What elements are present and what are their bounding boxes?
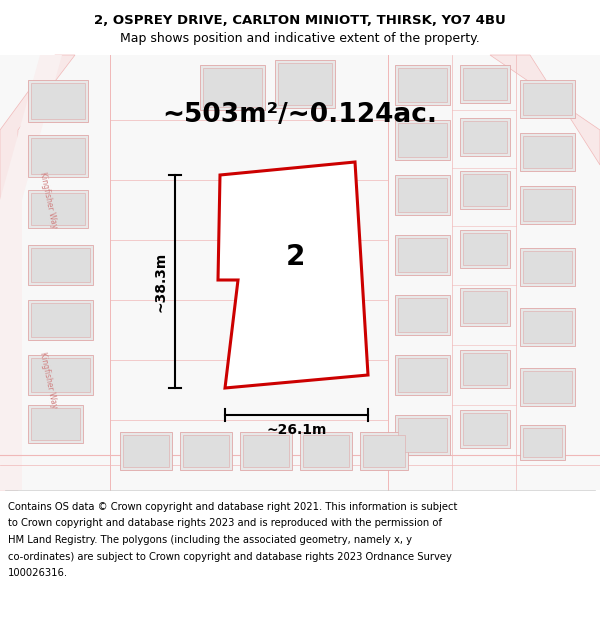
Bar xyxy=(460,230,510,268)
Bar xyxy=(520,248,575,286)
Bar xyxy=(460,288,510,326)
Bar xyxy=(395,235,450,275)
Bar xyxy=(520,308,575,346)
Bar xyxy=(460,118,510,156)
Bar xyxy=(28,80,88,122)
Bar xyxy=(523,136,572,168)
Bar xyxy=(31,83,85,119)
Bar xyxy=(395,295,450,335)
Bar xyxy=(28,405,83,443)
Bar xyxy=(0,55,600,490)
Bar xyxy=(398,238,447,272)
Bar xyxy=(398,68,447,102)
Text: 2, OSPREY DRIVE, CARLTON MINIOTT, THIRSK, YO7 4BU: 2, OSPREY DRIVE, CARLTON MINIOTT, THIRSK… xyxy=(94,14,506,27)
Bar xyxy=(520,133,575,171)
Bar xyxy=(120,432,172,470)
Text: co-ordinates) are subject to Crown copyright and database rights 2023 Ordnance S: co-ordinates) are subject to Crown copyr… xyxy=(8,551,452,561)
Bar xyxy=(395,120,450,160)
Bar xyxy=(243,435,289,467)
Bar xyxy=(303,435,349,467)
Bar xyxy=(180,432,232,470)
Polygon shape xyxy=(490,55,600,165)
Bar xyxy=(363,435,405,467)
Bar xyxy=(28,135,88,177)
Bar xyxy=(28,355,93,395)
Text: Kingfisher Way: Kingfisher Way xyxy=(38,351,58,409)
Bar xyxy=(523,189,572,221)
Bar xyxy=(398,178,447,212)
Bar xyxy=(31,303,90,337)
Bar xyxy=(523,311,572,343)
Bar xyxy=(523,428,562,457)
Bar xyxy=(520,80,575,118)
Bar xyxy=(523,371,572,403)
Bar xyxy=(123,435,169,467)
Bar xyxy=(31,138,85,174)
Bar xyxy=(183,435,229,467)
Bar xyxy=(460,171,510,209)
Text: 100026316.: 100026316. xyxy=(8,568,68,578)
Bar xyxy=(300,432,352,470)
Bar xyxy=(395,415,450,455)
Text: ~38.3m: ~38.3m xyxy=(154,251,168,312)
Bar xyxy=(463,174,507,206)
Bar xyxy=(203,68,262,107)
Bar xyxy=(278,63,332,105)
Bar xyxy=(395,65,450,105)
Text: Contains OS data © Crown copyright and database right 2021. This information is : Contains OS data © Crown copyright and d… xyxy=(8,502,457,512)
Polygon shape xyxy=(0,55,62,490)
Bar xyxy=(395,175,450,215)
Bar xyxy=(398,418,447,452)
Bar xyxy=(520,425,565,460)
Bar xyxy=(460,65,510,103)
Bar xyxy=(463,413,507,445)
Bar xyxy=(463,121,507,153)
Text: Kingfisher Way: Kingfisher Way xyxy=(38,171,58,229)
Bar xyxy=(31,248,90,282)
Bar xyxy=(463,68,507,100)
Bar xyxy=(398,358,447,392)
Bar xyxy=(28,190,88,228)
Text: to Crown copyright and database rights 2023 and is reproduced with the permissio: to Crown copyright and database rights 2… xyxy=(8,519,442,529)
Bar xyxy=(200,65,265,110)
Bar xyxy=(463,353,507,385)
Bar xyxy=(360,432,408,470)
Text: HM Land Registry. The polygons (including the associated geometry, namely x, y: HM Land Registry. The polygons (includin… xyxy=(8,535,412,545)
Bar xyxy=(463,291,507,323)
Bar xyxy=(395,355,450,395)
Text: Map shows position and indicative extent of the property.: Map shows position and indicative extent… xyxy=(120,32,480,45)
Bar xyxy=(31,358,90,392)
Bar xyxy=(523,83,572,115)
Polygon shape xyxy=(218,162,368,388)
Bar xyxy=(240,432,292,470)
Bar xyxy=(31,408,80,440)
Polygon shape xyxy=(0,55,75,490)
Bar xyxy=(28,300,93,340)
Bar xyxy=(398,123,447,157)
Text: ~26.1m: ~26.1m xyxy=(266,423,326,437)
Bar xyxy=(520,368,575,406)
Bar xyxy=(520,186,575,224)
Text: 2: 2 xyxy=(286,242,305,271)
Text: ~503m²/~0.124ac.: ~503m²/~0.124ac. xyxy=(163,102,437,128)
Bar xyxy=(523,251,572,283)
Bar xyxy=(460,350,510,388)
Bar xyxy=(31,193,85,225)
Bar xyxy=(28,245,93,285)
Bar xyxy=(463,233,507,265)
Bar xyxy=(275,60,335,108)
Bar xyxy=(398,298,447,332)
Bar xyxy=(460,410,510,448)
